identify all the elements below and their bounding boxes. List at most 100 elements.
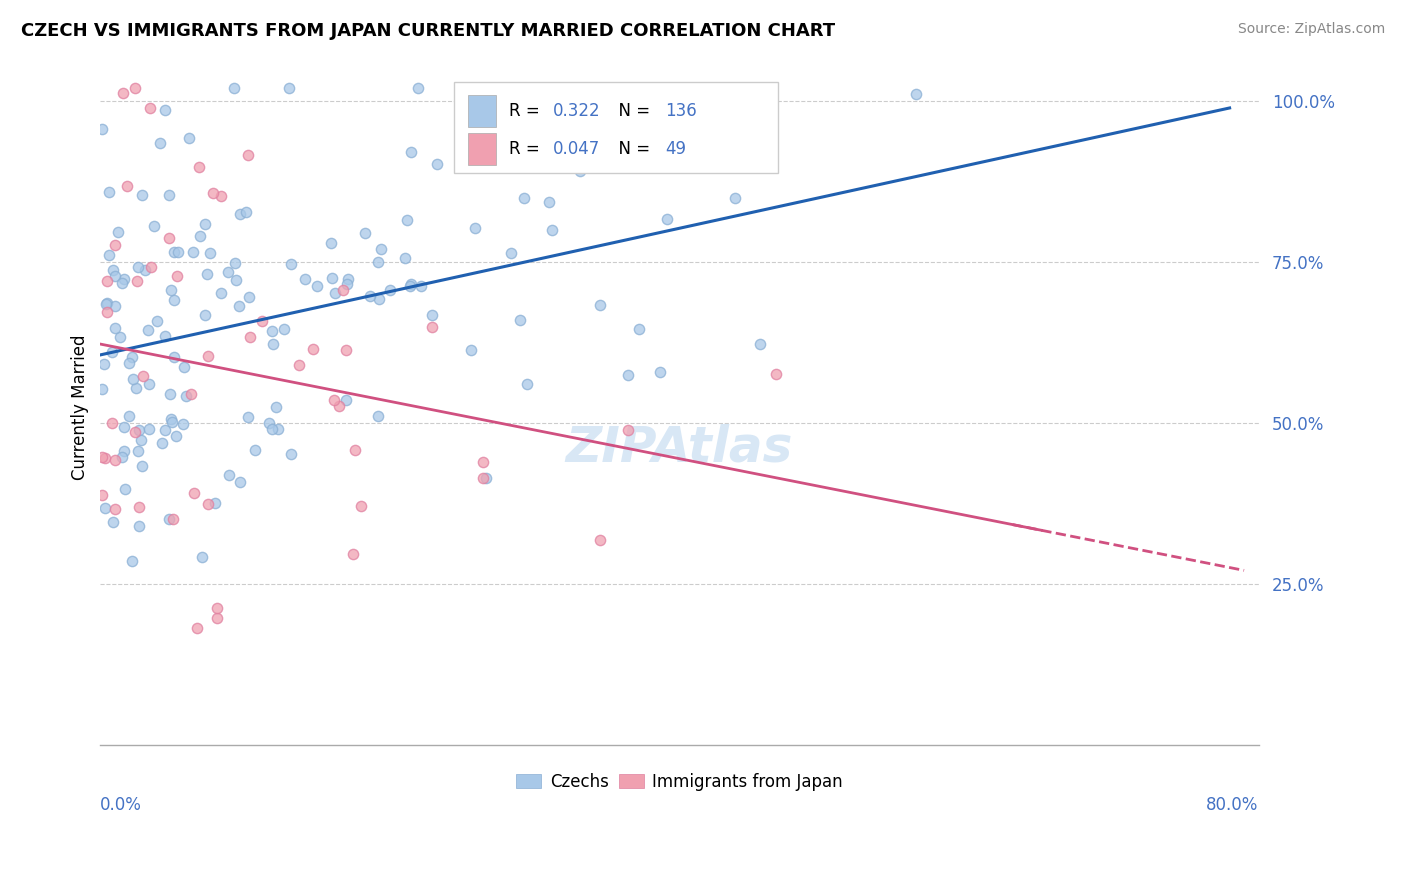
Point xyxy=(426,157,449,171)
Text: 80.0%: 80.0% xyxy=(1206,796,1258,814)
Point xyxy=(134,263,156,277)
Point xyxy=(589,533,612,548)
Point xyxy=(98,248,121,262)
Point xyxy=(166,268,188,283)
Point xyxy=(103,238,125,252)
Point xyxy=(90,488,112,502)
Point xyxy=(104,453,127,467)
Point xyxy=(765,367,787,381)
Point xyxy=(509,313,531,327)
Legend: Czechs, Immigrants from Japan: Czechs, Immigrants from Japan xyxy=(510,766,849,797)
Point xyxy=(395,213,418,227)
Point xyxy=(475,471,498,485)
Point xyxy=(408,80,430,95)
Point xyxy=(224,256,246,270)
Point xyxy=(367,292,389,306)
Point xyxy=(617,423,640,437)
Point xyxy=(238,290,260,304)
Point xyxy=(128,423,150,437)
Point xyxy=(162,415,184,429)
Point xyxy=(96,274,118,288)
Point xyxy=(337,272,360,286)
Point xyxy=(139,102,162,116)
Text: R =: R = xyxy=(509,140,546,158)
Point xyxy=(218,468,240,483)
Point xyxy=(101,417,124,431)
Point xyxy=(245,443,267,458)
Point xyxy=(127,443,149,458)
Point xyxy=(236,409,259,424)
Point xyxy=(367,409,389,423)
Point xyxy=(225,273,247,287)
Point xyxy=(342,548,364,562)
Point xyxy=(131,368,153,383)
Point xyxy=(394,251,416,265)
Point xyxy=(160,283,183,297)
Point xyxy=(188,160,211,174)
Point xyxy=(409,279,432,293)
Point xyxy=(127,260,149,275)
Point xyxy=(260,422,283,436)
Point xyxy=(111,86,134,100)
Point xyxy=(101,263,124,277)
Point xyxy=(107,225,129,239)
Point xyxy=(422,308,444,322)
Point xyxy=(273,321,295,335)
Point xyxy=(262,325,284,339)
Point xyxy=(183,486,205,500)
Point xyxy=(96,296,118,310)
Point xyxy=(94,501,117,516)
FancyBboxPatch shape xyxy=(468,133,496,165)
Point xyxy=(250,314,273,328)
Text: CZECH VS IMMIGRANTS FROM JAPAN CURRENTLY MARRIED CORRELATION CHART: CZECH VS IMMIGRANTS FROM JAPAN CURRENTLY… xyxy=(21,22,835,40)
Point xyxy=(112,444,135,458)
Point xyxy=(209,286,232,301)
Point xyxy=(747,80,769,95)
Point xyxy=(108,329,131,343)
Point xyxy=(589,297,612,311)
Point xyxy=(468,80,491,95)
Point xyxy=(197,349,219,363)
Point xyxy=(302,342,325,356)
Text: 136: 136 xyxy=(665,103,697,120)
Point xyxy=(128,519,150,533)
Point xyxy=(112,420,135,434)
Point xyxy=(159,412,181,426)
Point xyxy=(204,496,226,510)
Point xyxy=(101,515,124,529)
Point xyxy=(124,425,146,439)
Text: ZIPAtlas: ZIPAtlas xyxy=(565,424,793,471)
Point xyxy=(724,191,747,205)
Point xyxy=(325,286,347,301)
Point xyxy=(90,450,112,465)
Point xyxy=(153,423,176,437)
Text: R =: R = xyxy=(509,103,546,120)
Point xyxy=(125,274,148,288)
Point xyxy=(354,226,377,240)
Point xyxy=(172,417,194,431)
Text: 0.047: 0.047 xyxy=(553,140,600,158)
Point xyxy=(157,231,180,245)
Point xyxy=(239,330,262,344)
FancyBboxPatch shape xyxy=(468,95,496,128)
Point xyxy=(186,621,208,635)
Point xyxy=(163,293,186,307)
Point xyxy=(188,229,211,244)
Text: 0.0%: 0.0% xyxy=(100,796,142,814)
Point xyxy=(238,147,260,161)
Point xyxy=(165,428,187,442)
Point xyxy=(124,80,146,95)
Point xyxy=(96,305,118,319)
Point xyxy=(191,550,214,565)
Text: 49: 49 xyxy=(665,140,686,158)
Point xyxy=(115,179,138,194)
Point xyxy=(359,289,381,303)
Point xyxy=(259,417,281,431)
Point xyxy=(131,434,153,448)
Point xyxy=(159,386,181,401)
Point xyxy=(162,512,184,526)
Point xyxy=(464,221,486,235)
Point xyxy=(138,377,160,392)
Point xyxy=(114,482,136,496)
Point xyxy=(195,268,218,282)
